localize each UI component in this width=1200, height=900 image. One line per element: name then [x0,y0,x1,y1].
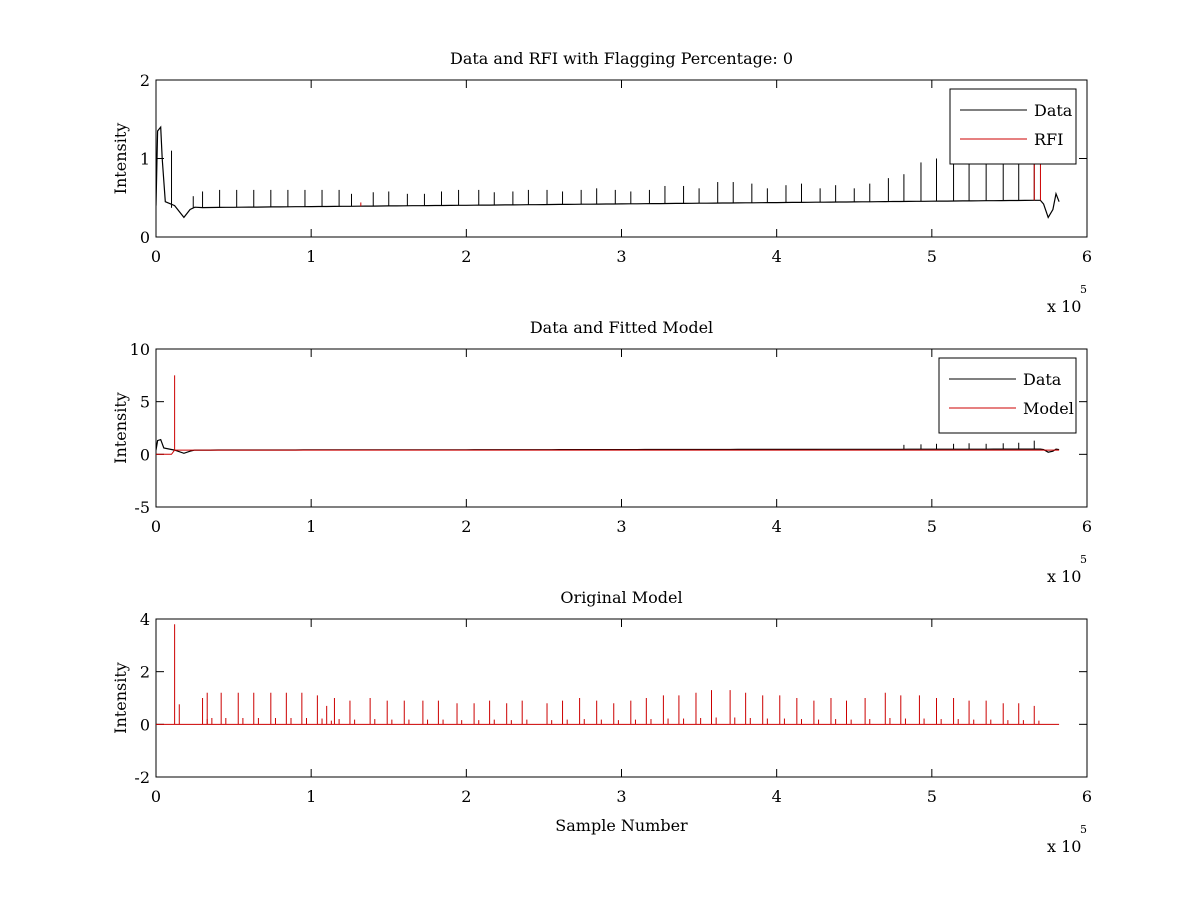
series-original-model [156,624,1060,725]
y-tick-label: 2 [140,663,150,682]
x-tick-label: 1 [306,517,316,536]
legend-label: Model [1023,399,1074,418]
y-tick-label: 0 [140,228,150,247]
x-tick-label: 1 [306,247,316,266]
x-tick-label: 6 [1082,247,1092,266]
series-line [156,125,1060,219]
x-tick-label: 0 [151,787,161,806]
plot-data [156,125,1060,219]
x-axis-multiplier: x 10 [1047,297,1081,316]
plot-area [155,618,1088,778]
x-tick-label: 6 [1082,787,1092,806]
x-tick-label: 3 [616,517,626,536]
chart-title: Original Model [560,588,682,607]
y-tick-label: 0 [140,445,150,464]
series-model [156,375,1060,455]
y-axis-label: Intensity [111,392,130,464]
y-axis-label: Intensity [111,123,130,195]
x-tick-label: 5 [927,517,937,536]
x-tick-label: 0 [151,247,161,266]
x-axis-label: Sample Number [555,816,688,835]
y-tick-label: 0 [140,715,150,734]
x-tick-label: 6 [1082,517,1092,536]
x-axis-multiplier-exponent: 5 [1080,553,1087,566]
x-tick-label: 5 [927,247,937,266]
chart-title: Data and Fitted Model [530,318,713,337]
y-tick-label: 5 [140,393,150,412]
y-axis-label: Intensity [111,662,130,734]
legend: Data RFI [949,88,1077,165]
x-axis-multiplier-exponent: 5 [1080,823,1087,836]
x-tick-label: 2 [461,517,471,536]
legend-label: Data [1023,370,1062,389]
legend-box [949,88,1077,165]
x-tick-label: 1 [306,787,316,806]
plot-data [156,375,1060,455]
series-line [156,449,1060,455]
legend: Data Model [938,357,1077,434]
plot-1: Data and RFI with Flagging Percentage: 0… [111,49,1092,316]
legend-label: RFI [1034,130,1063,149]
y-tick-label: 2 [140,71,150,90]
x-tick-label: 3 [616,787,626,806]
legend-label: Data [1034,101,1073,120]
x-tick-label: 2 [461,247,471,266]
x-axis-multiplier-exponent: 5 [1080,283,1087,296]
plot-area [155,79,1088,238]
series-rfi [360,158,1041,207]
x-axis-multiplier: x 10 [1047,567,1081,586]
y-tick-label: 10 [130,340,150,359]
x-tick-label: 4 [772,787,782,806]
x-tick-label: 4 [772,247,782,266]
chart-title: Data and RFI with Flagging Percentage: 0 [450,49,793,68]
x-tick-label: 5 [927,787,937,806]
legend-box [938,357,1077,434]
plot-area [155,348,1088,508]
series-data [156,125,1060,219]
x-tick-label: 4 [772,517,782,536]
x-tick-label: 3 [616,247,626,266]
plot-data [156,624,1060,725]
y-tick-label: -2 [134,768,150,787]
x-tick-label: 0 [151,517,161,536]
x-tick-label: 2 [461,787,471,806]
x-axis-multiplier: x 10 [1047,837,1081,856]
y-tick-label: -5 [134,498,150,517]
y-tick-label: 1 [140,150,150,169]
y-tick-label: 4 [140,610,150,629]
